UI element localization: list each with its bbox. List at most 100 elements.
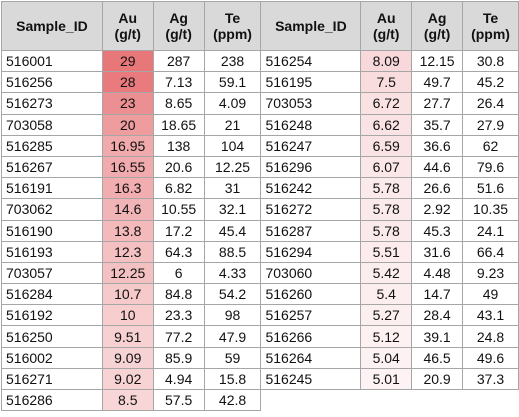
au-cell: 5.78 (360, 177, 413, 200)
sample-id-cell: 516002 (1, 346, 103, 369)
empty-cell (411, 389, 463, 411)
sample-id-cell: 516248 (260, 113, 362, 136)
sample-id-cell: 516250 (1, 325, 103, 348)
ag-cell: 2.92 (411, 198, 464, 221)
ag-cell: 45.3 (411, 219, 464, 242)
sample-id-cell: 516191 (1, 177, 103, 200)
au-cell: 5.78 (360, 198, 413, 221)
ag-cell: 12.15 (411, 49, 464, 73)
au-header: Au (g/t) (101, 1, 154, 51)
te-cell: 4.09 (203, 92, 262, 115)
au-cell: 9.02 (101, 367, 154, 391)
te-cell: 66.4 (462, 240, 519, 263)
au-cell: 6.62 (360, 113, 413, 136)
sample-id-cell: 516266 (260, 325, 362, 348)
table-row: 703057 12.25 6 4.33 703060 5.42 4.48 9.23 (1, 261, 519, 285)
au-cell: 28 (101, 71, 154, 94)
ag-cell: 26.6 (411, 177, 464, 200)
au-cell: 5.04 (360, 346, 413, 369)
header-label: Sample_ID (16, 18, 88, 34)
table-row: 516193 12.3 64.3 88.5 516294 5.51 31.6 66.4 (1, 240, 519, 263)
empty-cell (260, 389, 361, 411)
ag-cell: 44.6 (411, 155, 464, 179)
header-label: Au (376, 10, 396, 26)
te-cell: 88.5 (203, 240, 262, 263)
header-label: (g/t) (423, 26, 451, 42)
ag-cell: 27.7 (411, 92, 464, 115)
ag-cell: 49.7 (411, 71, 464, 94)
ag-cell: 138 (152, 134, 205, 157)
header-label: Te (482, 10, 499, 26)
au-cell: 10 (101, 304, 154, 327)
ag-header: Ag (g/t) (152, 1, 205, 51)
sample-id-cell: 516285 (1, 134, 103, 157)
ag-cell: 57.5 (152, 388, 205, 412)
ag-cell: 84.8 (152, 283, 205, 306)
header-label: Ag (169, 10, 188, 26)
au-cell: 8.09 (360, 49, 413, 73)
te-cell: 54.2 (203, 283, 262, 306)
ag-cell: 287 (152, 49, 205, 73)
table-row: 516002 9.09 85.9 59 516264 5.04 46.5 49.6 (1, 346, 519, 369)
te-cell: 98 (203, 304, 262, 327)
table-body: 516001 29 287 238 516254 8.09 12.15 30.8 516256 2… (1, 49, 519, 412)
te-cell: 37.3 (462, 367, 519, 391)
au-cell: 5.42 (360, 261, 413, 285)
sample-id-cell: 516190 (1, 219, 103, 242)
au-cell: 9.51 (101, 325, 154, 348)
te-cell: 32.1 (203, 198, 262, 221)
te-cell: 12.25 (203, 155, 262, 179)
table-row: 516286 8.5 57.5 42.8 (1, 388, 519, 412)
header-label: Ag (427, 10, 447, 26)
ag-cell: 20.9 (411, 367, 464, 391)
sample-id-cell: 516257 (260, 304, 362, 327)
te-cell: 4.33 (203, 261, 262, 285)
sample-id-cell: 516256 (1, 71, 103, 94)
sample-id-cell: 516294 (260, 240, 362, 263)
te-cell: 45.2 (462, 71, 519, 94)
ag-header-2: Ag (g/t) (411, 1, 464, 51)
sample-id-cell: 516242 (260, 177, 362, 200)
ag-cell: 23.3 (152, 304, 205, 327)
sample-id-cell: 516001 (1, 49, 103, 73)
sample-id-header: Sample_ID (1, 1, 103, 51)
empty-cell (360, 389, 412, 411)
table-row: 703058 20 18.65 21 516248 6.62 35.7 27.9 (1, 113, 519, 136)
ag-cell: 10.55 (152, 198, 205, 221)
te-cell: 104 (203, 134, 262, 157)
header-label: (ppm) (213, 26, 252, 42)
te-cell: 42.8 (203, 388, 262, 412)
table-row: 516191 16.3 6.82 31 516242 5.78 26.6 51.6 (1, 177, 519, 200)
ag-cell: 39.1 (411, 325, 464, 348)
te-header: Te (ppm) (203, 1, 262, 51)
table-row: 516190 13.8 17.2 45.4 516287 5.78 45.3 24.1 (1, 219, 519, 242)
au-cell: 6.07 (360, 155, 413, 179)
ag-cell: 36.6 (411, 134, 464, 157)
table-row: 516285 16.95 138 104 516247 6.59 36.6 62 (1, 134, 519, 157)
ag-cell: 8.65 (152, 92, 205, 115)
au-cell: 16.55 (101, 155, 154, 179)
table-row: 516256 28 7.13 59.1 516195 7.5 49.7 45.2 (1, 71, 519, 94)
au-cell: 5.78 (360, 219, 413, 242)
au-header-2: Au (g/t) (360, 1, 413, 51)
table-row: 516250 9.51 77.2 47.9 516266 5.12 39.1 24.8 (1, 325, 519, 348)
ag-cell: 6.82 (152, 177, 205, 200)
te-cell: 59.1 (203, 71, 262, 94)
au-cell: 14.6 (101, 198, 154, 221)
sample-id-cell: 516271 (1, 367, 103, 391)
te-cell: 49.6 (462, 346, 519, 369)
sample-id-cell: 516272 (260, 198, 362, 221)
sample-id-cell: 516273 (1, 92, 103, 115)
au-cell: 10.7 (101, 283, 154, 306)
header-row: Sample_ID Au (g/t) Ag (g/t) Te (ppm) Sample_ID A… (1, 1, 519, 51)
au-cell: 9.09 (101, 346, 154, 369)
au-cell: 12.25 (101, 261, 154, 285)
ag-cell: 31.6 (411, 240, 464, 263)
sample-id-cell: 516260 (260, 283, 362, 306)
te-cell: 47.9 (203, 325, 262, 348)
te-cell: 24.8 (462, 325, 519, 348)
ag-cell: 64.3 (152, 240, 205, 263)
sample-id-cell: 516296 (260, 155, 362, 179)
